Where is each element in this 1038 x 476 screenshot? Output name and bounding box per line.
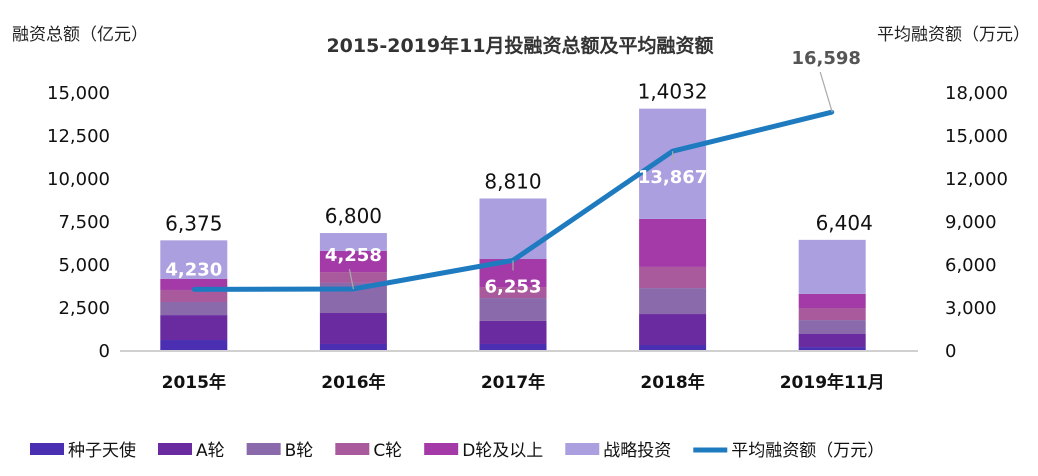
legend-label: D轮及以上 <box>462 441 543 461</box>
y-tick-label: 5,000 <box>58 255 110 276</box>
y-tick-label: 0 <box>99 341 110 362</box>
bar-segment-C轮 <box>798 308 866 321</box>
bar-segment-A轮 <box>639 314 707 346</box>
y2-tick-label: 18,000 <box>945 83 1008 104</box>
bar-segment-D轮及以上 <box>160 278 228 290</box>
x-tick-label: 2017年 <box>481 372 545 393</box>
total-label: 1,4032 <box>638 80 708 104</box>
bar-segment-种子天使 <box>798 347 866 350</box>
y2-tick-label: 15,000 <box>945 126 1008 147</box>
bar-segment-B轮 <box>160 302 228 316</box>
bar-segment-种子天使 <box>319 343 387 350</box>
bar-segment-种子天使 <box>639 345 707 350</box>
bar-segment-种子天使 <box>160 340 228 350</box>
x-tick-label: 2016年 <box>321 372 385 393</box>
legend-label: 战略投资 <box>603 441 671 461</box>
y-tick-label: 12,500 <box>47 126 110 147</box>
x-tick-label: 2015年 <box>162 372 226 393</box>
y-tick-label: 15,000 <box>47 83 110 104</box>
bar-segment-A轮 <box>160 315 228 341</box>
bar-segment-A轮 <box>479 320 547 344</box>
bar-segment-战略投资 <box>639 108 707 219</box>
y2-tick-label: 6,000 <box>945 255 997 276</box>
legend-label: A轮 <box>196 441 225 461</box>
legend-swatch <box>565 443 600 455</box>
bar-segment-战略投资 <box>479 198 547 260</box>
bar-segment-C轮 <box>160 289 228 303</box>
leader-line <box>819 71 833 113</box>
bar-segment-战略投资 <box>798 239 866 294</box>
bar-segment-B轮 <box>798 320 866 335</box>
bar-segment-战略投资 <box>319 233 387 251</box>
total-label: 8,810 <box>484 169 541 193</box>
leader-line <box>348 268 354 290</box>
legend-swatch <box>158 443 192 455</box>
bar-segment-A轮 <box>319 313 387 344</box>
bar-segment-种子天使 <box>479 343 547 350</box>
line-point <box>191 287 196 292</box>
line-value-label: 4,258 <box>325 245 382 266</box>
total-label: 6,375 <box>165 211 222 235</box>
y2-tick-label: 0 <box>945 341 956 362</box>
line-value-label: 4,230 <box>165 259 222 280</box>
y-tick-label: 10,000 <box>47 169 110 190</box>
legend-swatch <box>335 443 370 455</box>
y2-tick-label: 3,000 <box>945 298 997 319</box>
bar-segment-战略投资 <box>160 240 228 279</box>
legend-label: 平均融资额（万元） <box>731 441 884 461</box>
total-label: 6,800 <box>325 204 382 228</box>
x-tick-label: 2018年 <box>640 372 704 393</box>
legend-label: B轮 <box>285 441 314 461</box>
bar-segment-B轮 <box>639 288 707 315</box>
legend-swatch <box>30 443 64 455</box>
y2-tick-label: 12,000 <box>945 169 1008 190</box>
line-value-label: 13,867 <box>638 167 707 188</box>
legend-swatch <box>424 443 459 455</box>
legend-swatch <box>246 443 281 455</box>
bar-segment-C轮 <box>319 272 387 283</box>
x-tick-label: 2019年11月 <box>780 372 885 393</box>
y-tick-label: 2,500 <box>58 298 110 319</box>
bar-segment-B轮 <box>479 298 547 321</box>
y2-tick-label: 9,000 <box>945 212 997 233</box>
y-tick-label: 7,500 <box>58 212 110 233</box>
bar-segment-C轮 <box>479 287 547 299</box>
legend-label: C轮 <box>373 441 402 461</box>
bar-segment-A轮 <box>798 334 866 348</box>
line-value-label: 16,598 <box>791 48 860 69</box>
bar-segment-C轮 <box>639 266 707 289</box>
y-axis-label: 融资总额（亿元） <box>12 25 148 45</box>
bar-segment-D轮及以上 <box>798 293 866 309</box>
bar-segment-D轮及以上 <box>639 218 707 267</box>
line-value-label: 6,253 <box>485 276 542 297</box>
chart-title: 2015-2019年11月投融资总额及平均融资额 <box>326 34 713 57</box>
y2-axis-label: 平均融资额（万元） <box>877 25 1030 45</box>
legend-label: 种子天使 <box>68 440 136 461</box>
total-label: 6,404 <box>816 211 873 235</box>
bar-segment-D轮及以上 <box>319 250 387 273</box>
